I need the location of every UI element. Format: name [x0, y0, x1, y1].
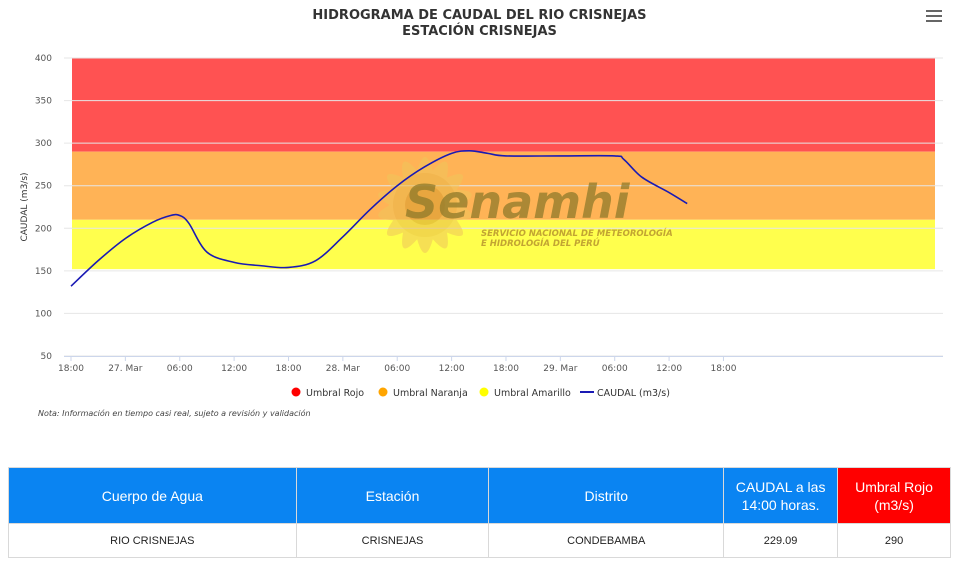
legend-marker-icon	[291, 387, 301, 397]
cell-estacion: CRISNEJAS	[295, 523, 490, 558]
cell-distrito: CONDEBAMBA	[488, 523, 725, 558]
x-tick-label: 28. Mar	[326, 364, 360, 374]
sun-ray	[452, 202, 472, 221]
legend-item[interactable]: Umbral Rojo	[291, 387, 365, 400]
header-distrito: Distrito	[488, 467, 725, 524]
x-tick-label: 12:00	[656, 364, 682, 374]
y-axis-label: CAUDAL (m3/s)	[20, 172, 30, 241]
x-tick-label: 06:00	[602, 364, 628, 374]
watermark-subtitle-1: SERVICIO NACIONAL DE METEOROLOGÍA	[481, 227, 673, 239]
y-tick-label: 250	[35, 182, 52, 192]
x-tick-label: 18:00	[710, 364, 736, 374]
header-caudal-line2: 14:00 horas.	[741, 496, 820, 513]
sun-ray	[378, 202, 398, 221]
table-header-row: Cuerpo de Agua Estación Distrito CAUDAL …	[8, 467, 951, 524]
header-cuerpo-de-agua: Cuerpo de Agua	[8, 467, 297, 524]
x-tick-label: 29. Mar	[543, 364, 577, 374]
x-tick-label: 12:00	[439, 364, 465, 374]
legend-label: Umbral Rojo	[306, 388, 364, 399]
x-tick-label: 06:00	[167, 364, 193, 374]
y-tick-label: 300	[35, 139, 52, 149]
legend-item[interactable]: Umbral Naranja	[378, 387, 468, 400]
hamburger-menu-icon[interactable]	[926, 10, 942, 24]
sun-ray	[452, 189, 472, 208]
senamhi-watermark: Senamhi SERVICIO NACIONAL DE METEOROLOGÍ…	[378, 157, 673, 253]
y-tick-label: 200	[35, 224, 52, 234]
x-tick-label: 06:00	[384, 364, 410, 374]
table-row: RIO CRISNEJAS CRISNEJAS CONDEBAMBA 229.0…	[8, 523, 951, 558]
sun-ray	[402, 161, 421, 182]
cell-cuerpo-de-agua: RIO CRISNEJAS	[8, 523, 297, 558]
sun-ray	[429, 161, 448, 182]
legend-label: Umbral Amarillo	[494, 388, 571, 399]
sun-ray	[402, 228, 421, 249]
y-tick-label: 400	[35, 54, 52, 64]
series-caudal-line	[70, 150, 688, 287]
legend-item[interactable]: Umbral Amarillo	[479, 387, 572, 400]
legend-label: Umbral Naranja	[393, 388, 468, 399]
sun-ray	[386, 216, 408, 236]
watermark-brand: Senamhi	[405, 175, 631, 229]
sun-ray	[416, 235, 434, 253]
sun-ray	[386, 174, 408, 194]
sun-ray	[442, 174, 464, 194]
cell-caudal: 229.09	[723, 523, 839, 558]
x-tick-label: 12:00	[221, 364, 247, 374]
watermark-subtitle-2: E HIDROLOGÍA DEL PERÚ	[481, 237, 600, 249]
legend-marker-icon	[479, 387, 489, 397]
station-table: Cuerpo de Agua Estación Distrito CAUDAL …	[8, 467, 951, 558]
x-tick-label: 27. Mar	[108, 364, 142, 374]
sun-ray	[442, 216, 464, 236]
x-tick-label: 18:00	[276, 364, 302, 374]
chart-title-line2: ESTACIÓN CRISNEJAS	[402, 24, 557, 39]
y-tick-label: 50	[41, 352, 53, 362]
sun-ray	[378, 189, 398, 208]
legend-item[interactable]: CAUDAL (m3/s)	[580, 388, 670, 399]
cell-umbral-rojo: 290	[837, 523, 951, 558]
hydrograph-chart: Senamhi SERVICIO NACIONAL DE METEOROLOGÍ…	[20, 54, 943, 400]
chart-title: HIDROGRAMA DE CAUDAL DEL RIO CRISNEJAS E…	[0, 8, 959, 40]
header-caudal: CAUDAL a las 14:00 horas.	[723, 467, 839, 524]
x-tick-label: 18:00	[58, 364, 84, 374]
legend-label: CAUDAL (m3/s)	[597, 388, 670, 399]
data-note: Nota: Información en tiempo casi real, s…	[38, 409, 311, 418]
header-caudal-line1: CAUDAL a las	[735, 478, 826, 495]
header-estacion: Estación	[295, 467, 490, 524]
header-umbral-line1: Umbral Rojo	[855, 478, 933, 495]
x-tick-label: 18:00	[493, 364, 519, 374]
chart-title-line1: HIDROGRAMA DE CAUDAL DEL RIO CRISNEJAS	[312, 8, 647, 23]
legend-marker-icon	[378, 387, 388, 397]
sun-ray	[429, 228, 448, 249]
y-tick-label: 150	[35, 267, 52, 277]
band-0	[72, 58, 935, 152]
y-tick-label: 100	[35, 309, 52, 319]
y-tick-label: 350	[35, 97, 52, 107]
header-umbral-line2: (m3/s)	[874, 496, 914, 513]
header-umbral-rojo: Umbral Rojo (m3/s)	[837, 467, 951, 524]
